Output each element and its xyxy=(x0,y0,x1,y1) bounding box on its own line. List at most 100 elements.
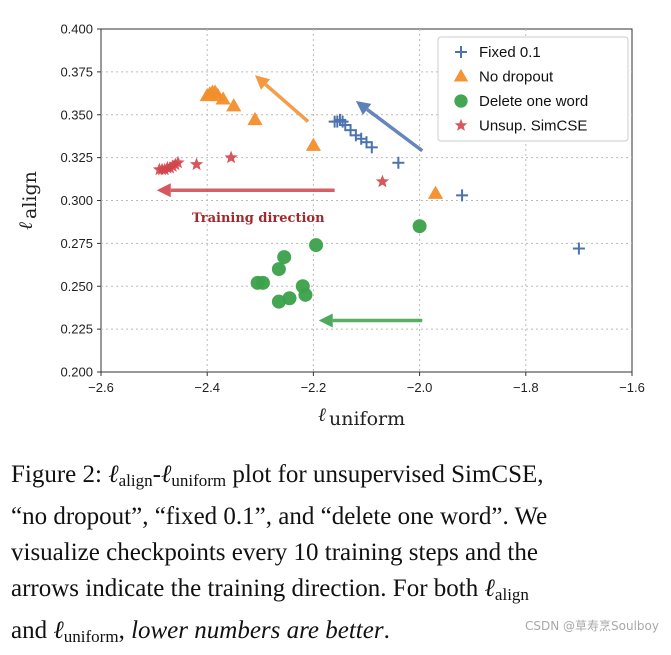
legend-item: Delete one word xyxy=(454,93,588,110)
y-tick-label: 0.400 xyxy=(60,22,93,37)
arrow xyxy=(355,101,424,153)
caption-segment: uniform xyxy=(171,471,227,490)
grid xyxy=(101,29,632,372)
caption-segment: lower numbers are better xyxy=(131,617,384,644)
data-point xyxy=(160,160,174,174)
caption-segment: Figure 2: xyxy=(11,461,109,488)
data-points xyxy=(152,84,585,309)
caption-segment: , xyxy=(118,617,132,644)
caption-segment: ℓ xyxy=(53,617,64,644)
x-tick-label: −2.6 xyxy=(88,380,114,395)
caption-segment: “no dropout”, “fixed 0.1”, and “delete o… xyxy=(11,503,548,530)
arrow xyxy=(156,183,335,198)
series-fixed-0-1 xyxy=(328,113,585,255)
figure-caption: Figure 2: ℓalign-ℓuniform plot for unsup… xyxy=(11,457,663,655)
caption-line: and ℓuniform, lower numbers are better. xyxy=(11,613,663,655)
data-point xyxy=(168,157,182,171)
legend-label: Fixed 0.1 xyxy=(479,44,541,61)
data-point xyxy=(328,115,341,128)
data-point xyxy=(199,87,215,102)
arrow-head xyxy=(355,101,372,116)
data-point xyxy=(282,291,297,306)
data-point xyxy=(271,262,286,277)
data-point xyxy=(427,185,444,199)
x-axis-label: ℓ uniform xyxy=(318,404,405,430)
legend-item: No dropout xyxy=(453,68,554,86)
y-tick-label: 0.375 xyxy=(60,64,93,79)
x-tick-label: −1.8 xyxy=(513,380,539,395)
y-tick-label: 0.350 xyxy=(60,107,93,122)
data-point xyxy=(333,113,346,126)
caption-segment: uniform xyxy=(63,627,119,646)
data-point xyxy=(250,275,265,290)
series-delete-one-word xyxy=(250,219,427,309)
data-point xyxy=(305,137,321,151)
caption-line: “no dropout”, “fixed 0.1”, and “delete o… xyxy=(11,499,663,535)
caption-segment: ℓ xyxy=(108,461,119,488)
legend: Fixed 0.1 No dropout Delete one word Unsup.… xyxy=(437,36,629,142)
y-axis-label-subscript: align xyxy=(19,171,41,219)
caption-segment: and xyxy=(11,617,54,644)
caption-segment: arrows indicate the training direction. … xyxy=(11,575,485,602)
watermark: CSDN @草寿烹Soulboy xyxy=(525,619,659,633)
legend-marker xyxy=(454,118,468,131)
axis-ticks: −2.6 −2.4 −2.2 −2.0 −1.8 −1.6 0.200 0.225 0.250 0… xyxy=(60,22,644,396)
caption-segment: ℓ xyxy=(160,461,172,488)
data-point xyxy=(152,162,167,176)
caption-segment: . xyxy=(383,617,390,644)
data-point xyxy=(224,150,238,164)
legend-box xyxy=(437,36,629,142)
arrow-head xyxy=(318,313,333,328)
scatter-plot: −2.6 −2.4 −2.2 −2.0 −1.8 −1.6 0.200 0.225 0.250 0… xyxy=(15,22,645,431)
data-point xyxy=(412,219,427,234)
direction-arrows xyxy=(156,75,424,328)
legend-marker xyxy=(453,68,469,82)
caption-segment: align xyxy=(494,585,529,604)
data-point xyxy=(349,129,362,142)
legend-item: Unsup. SimCSE xyxy=(454,118,587,135)
y-tick-label: 0.225 xyxy=(60,322,93,337)
data-point xyxy=(298,287,313,302)
arrow-head xyxy=(156,183,171,198)
data-point xyxy=(189,157,204,171)
caption-line: visualize checkpoints every 10 training … xyxy=(11,535,663,571)
legend-marker xyxy=(454,94,468,108)
x-tick-label: −2.4 xyxy=(194,380,220,395)
arrow-shaft xyxy=(366,108,424,153)
arrow-head xyxy=(254,75,271,90)
data-point xyxy=(456,189,469,202)
caption-line: Figure 2: ℓalign-ℓuniform plot for unsup… xyxy=(11,457,663,499)
data-point xyxy=(247,111,263,126)
y-tick-label: 0.325 xyxy=(60,150,93,165)
legend-item: Fixed 0.1 xyxy=(455,44,541,61)
legend-label: Delete one word xyxy=(479,93,588,110)
y-axis-label-symbol: ℓ xyxy=(15,222,37,230)
data-point xyxy=(271,294,286,309)
data-point xyxy=(344,124,357,137)
x-tick-label: −2.0 xyxy=(407,380,433,395)
y-tick-label: 0.250 xyxy=(60,279,93,294)
data-point xyxy=(572,242,585,255)
caption-segment: ℓ xyxy=(484,575,495,602)
y-tick-label: 0.300 xyxy=(60,193,93,208)
caption-segment: - xyxy=(152,461,161,488)
arrow-shaft xyxy=(264,83,310,123)
x-axis-label-symbol: ℓ xyxy=(318,404,326,426)
legend-label: No dropout xyxy=(479,69,554,86)
caption-line: arrows indicate the training direction. … xyxy=(11,571,663,613)
data-point xyxy=(375,174,390,188)
arrow xyxy=(318,313,423,328)
series-no-dropout xyxy=(199,84,444,199)
x-tick-label: −1.6 xyxy=(619,380,645,395)
y-tick-label: 0.200 xyxy=(60,365,93,380)
x-axis-label-subscript: uniform xyxy=(329,408,405,430)
x-tick-label: −2.2 xyxy=(301,380,327,395)
caption-segment: visualize checkpoints every 10 training … xyxy=(11,539,538,566)
annotation-training-direction: Training direction xyxy=(192,211,325,226)
legend-label: Unsup. SimCSE xyxy=(479,118,587,135)
data-point xyxy=(171,155,185,169)
y-axis-label: ℓ align xyxy=(15,171,41,230)
series-unsup-simcse xyxy=(152,150,390,188)
data-point xyxy=(226,98,242,112)
caption-segment: plot for unsupervised SimCSE, xyxy=(226,461,544,488)
